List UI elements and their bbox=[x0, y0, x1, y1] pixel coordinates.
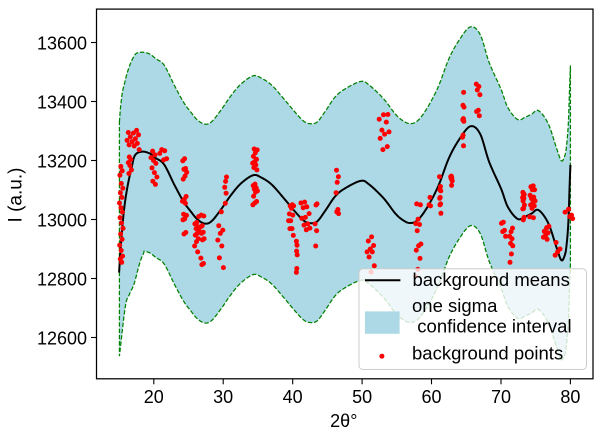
svg-text:80: 80 bbox=[560, 387, 580, 407]
svg-text:background means: background means bbox=[413, 269, 570, 290]
svg-text:12800: 12800 bbox=[37, 270, 87, 290]
svg-text:I (a.u.): I (a.u.) bbox=[6, 168, 27, 223]
svg-text:70: 70 bbox=[491, 387, 511, 407]
svg-text:30: 30 bbox=[213, 387, 233, 407]
svg-text:13000: 13000 bbox=[37, 211, 87, 231]
svg-text:12600: 12600 bbox=[37, 329, 87, 349]
svg-text:confidence interval: confidence interval bbox=[417, 316, 571, 337]
svg-text:one sigma: one sigma bbox=[412, 295, 498, 316]
svg-text:13600: 13600 bbox=[37, 34, 87, 54]
svg-text:13200: 13200 bbox=[37, 152, 87, 172]
svg-text:50: 50 bbox=[352, 387, 372, 407]
svg-text:60: 60 bbox=[421, 387, 441, 407]
svg-text:2θ°: 2θ° bbox=[330, 411, 357, 431]
svg-text:background points: background points bbox=[412, 343, 563, 364]
svg-text:40: 40 bbox=[283, 387, 303, 407]
svg-text:20: 20 bbox=[144, 387, 164, 407]
svg-text:13400: 13400 bbox=[37, 93, 87, 113]
